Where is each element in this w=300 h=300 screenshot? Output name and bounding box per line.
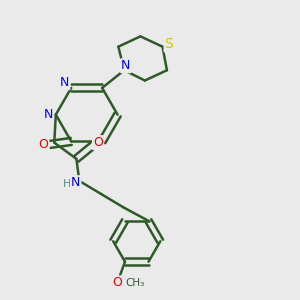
Text: O: O bbox=[93, 136, 103, 149]
Text: CH₃: CH₃ bbox=[126, 278, 145, 288]
Text: O: O bbox=[39, 138, 49, 151]
Text: O: O bbox=[112, 276, 122, 290]
Text: N: N bbox=[71, 176, 80, 189]
Text: S: S bbox=[165, 37, 173, 51]
Text: N: N bbox=[60, 76, 69, 89]
Text: N: N bbox=[121, 59, 130, 72]
Text: N: N bbox=[44, 108, 53, 121]
Text: H: H bbox=[63, 179, 72, 189]
